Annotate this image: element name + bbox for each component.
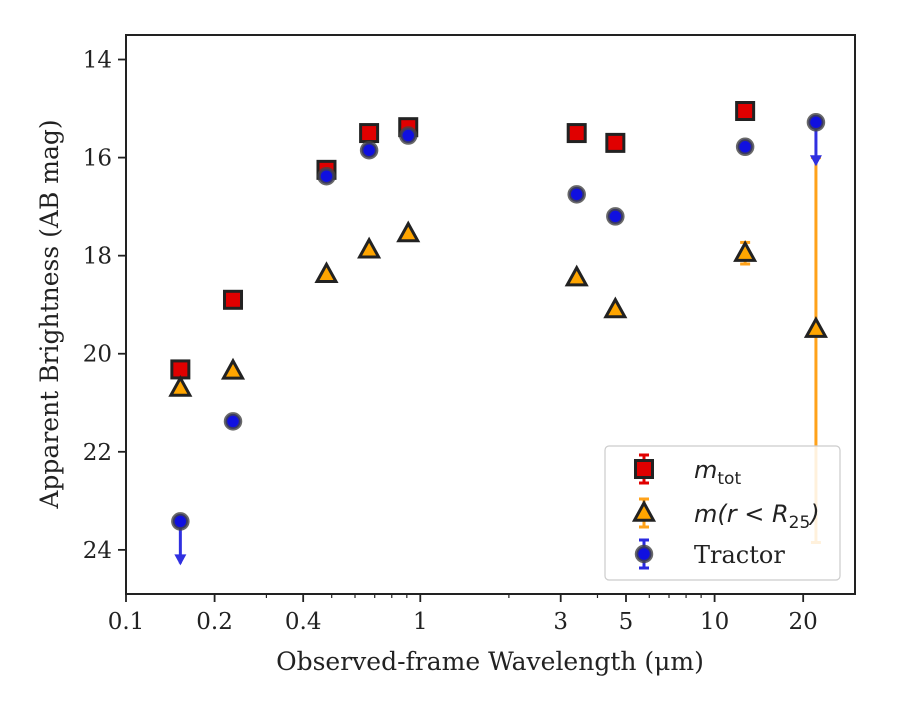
data-point-circle xyxy=(317,166,336,186)
x-tick-label: 20 xyxy=(789,609,818,635)
data-point-circle xyxy=(567,185,586,204)
x-tick-label: 10 xyxy=(700,609,729,635)
data-point-circle xyxy=(223,412,243,431)
data-point-circle xyxy=(398,126,418,145)
data-point-circle xyxy=(606,207,625,226)
x-axis-label: Observed-frame Wavelength (μm) xyxy=(276,647,704,676)
y-tick-label: 24 xyxy=(83,538,112,564)
y-tick-label: 14 xyxy=(83,48,112,74)
x-tick-label: 1 xyxy=(413,609,428,635)
data-point-square xyxy=(359,123,380,144)
upper-limit-arrowhead xyxy=(809,155,822,167)
data-point-triangle xyxy=(564,264,589,287)
data-point-square xyxy=(605,132,626,153)
x-tick-label: 0.2 xyxy=(196,609,233,635)
upper-limit-arrowhead xyxy=(174,554,187,566)
legend-label: Tractor xyxy=(694,541,785,569)
data-point-triangle xyxy=(220,357,246,380)
data-point-square xyxy=(566,123,587,144)
plot-frame xyxy=(125,34,856,595)
data-point-triangle xyxy=(733,240,758,262)
data-point-circle xyxy=(171,512,190,531)
data-point-square xyxy=(735,101,756,122)
x-tick-label: 0.4 xyxy=(285,609,322,635)
axes-frame xyxy=(125,34,856,595)
legend-label: m(r < R25) xyxy=(694,500,820,533)
x-tick-label: 5 xyxy=(619,609,634,635)
y-tick-label: 20 xyxy=(83,342,112,368)
legend-label: mtot xyxy=(694,456,741,489)
data-point-triangle xyxy=(603,296,628,319)
y-tick-label: 16 xyxy=(83,146,112,172)
legend: mtot m(r < R25) Tractor xyxy=(604,445,841,581)
y-tick-label: 18 xyxy=(83,244,112,270)
data-point-square xyxy=(223,289,244,310)
data-point-triangle xyxy=(357,236,382,259)
data-point-circle xyxy=(359,140,379,160)
data-point-triangle xyxy=(803,316,828,338)
legend-marker-triangle xyxy=(631,499,657,522)
legend-marker-square xyxy=(634,459,654,479)
data-point-triangle xyxy=(168,374,193,397)
x-tick-label: 3 xyxy=(553,609,568,635)
data-points xyxy=(168,101,828,531)
axis-ticks: 0.1 0.2 0.4 1 3 5 10 20 14 16 18 20 22 24 xyxy=(83,48,818,635)
data-point-triangle xyxy=(314,261,339,283)
data-point-circle xyxy=(806,113,826,132)
legend-marker-circle xyxy=(634,544,654,564)
y-tick-label: 22 xyxy=(83,440,112,466)
y-axis-label: Apparent Brightness (AB mag) xyxy=(35,119,64,509)
legend-box xyxy=(604,445,841,581)
data-point-triangle xyxy=(396,220,421,243)
x-tick-label: 0.1 xyxy=(108,609,145,635)
data-point-circle xyxy=(735,137,755,157)
